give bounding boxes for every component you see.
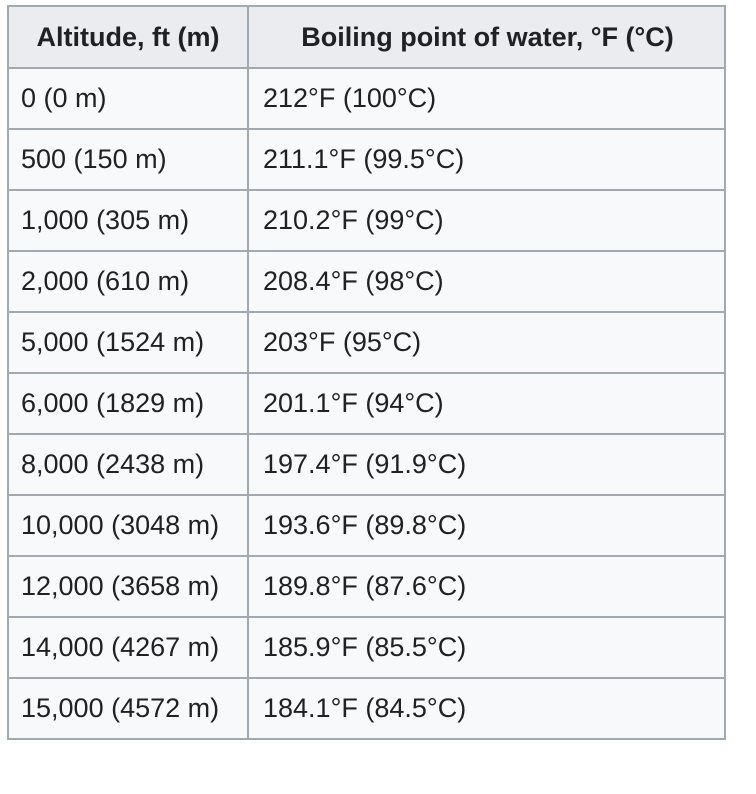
table-row: 0 (0 m) 212°F (100°C) (7, 67, 726, 130)
altitude-cell: 10,000 (3048 m) (7, 494, 249, 557)
table-row: 5,000 (1524 m) 203°F (95°C) (7, 311, 726, 374)
table-row: 10,000 (3048 m) 193.6°F (89.8°C) (7, 494, 726, 557)
boiling-point-cell: 184.1°F (84.5°C) (247, 677, 726, 740)
header-altitude: Altitude, ft (m) (7, 5, 249, 69)
altitude-cell: 12,000 (3658 m) (7, 555, 249, 618)
boiling-point-cell: 193.6°F (89.8°C) (247, 494, 726, 557)
altitude-cell: 14,000 (4267 m) (7, 616, 249, 679)
altitude-cell: 0 (0 m) (7, 67, 249, 130)
boiling-point-cell: 185.9°F (85.5°C) (247, 616, 726, 679)
altitude-cell: 500 (150 m) (7, 128, 249, 191)
table-row: 8,000 (2438 m) 197.4°F (91.9°C) (7, 433, 726, 496)
table-row: 2,000 (610 m) 208.4°F (98°C) (7, 250, 726, 313)
altitude-cell: 6,000 (1829 m) (7, 372, 249, 435)
boiling-point-cell: 208.4°F (98°C) (247, 250, 726, 313)
table-row: 6,000 (1829 m) 201.1°F (94°C) (7, 372, 726, 435)
boiling-point-cell: 197.4°F (91.9°C) (247, 433, 726, 496)
boiling-point-cell: 189.8°F (87.6°C) (247, 555, 726, 618)
table-row: 12,000 (3658 m) 189.8°F (87.6°C) (7, 555, 726, 618)
altitude-cell: 5,000 (1524 m) (7, 311, 249, 374)
altitude-cell: 1,000 (305 m) (7, 189, 249, 252)
boiling-point-table: Altitude, ft (m) Boiling point of water,… (7, 5, 726, 740)
altitude-cell: 2,000 (610 m) (7, 250, 249, 313)
boiling-point-cell: 212°F (100°C) (247, 67, 726, 130)
table-row: 1,000 (305 m) 210.2°F (99°C) (7, 189, 726, 252)
table-row: 500 (150 m) 211.1°F (99.5°C) (7, 128, 726, 191)
table-row: 14,000 (4267 m) 185.9°F (85.5°C) (7, 616, 726, 679)
boiling-point-cell: 210.2°F (99°C) (247, 189, 726, 252)
boiling-point-cell: 211.1°F (99.5°C) (247, 128, 726, 191)
header-boiling-point: Boiling point of water, °F (°C) (247, 5, 726, 69)
boiling-point-cell: 201.1°F (94°C) (247, 372, 726, 435)
altitude-cell: 8,000 (2438 m) (7, 433, 249, 496)
altitude-cell: 15,000 (4572 m) (7, 677, 249, 740)
table-row: 15,000 (4572 m) 184.1°F (84.5°C) (7, 677, 726, 740)
boiling-point-cell: 203°F (95°C) (247, 311, 726, 374)
header-row: Altitude, ft (m) Boiling point of water,… (7, 5, 726, 69)
